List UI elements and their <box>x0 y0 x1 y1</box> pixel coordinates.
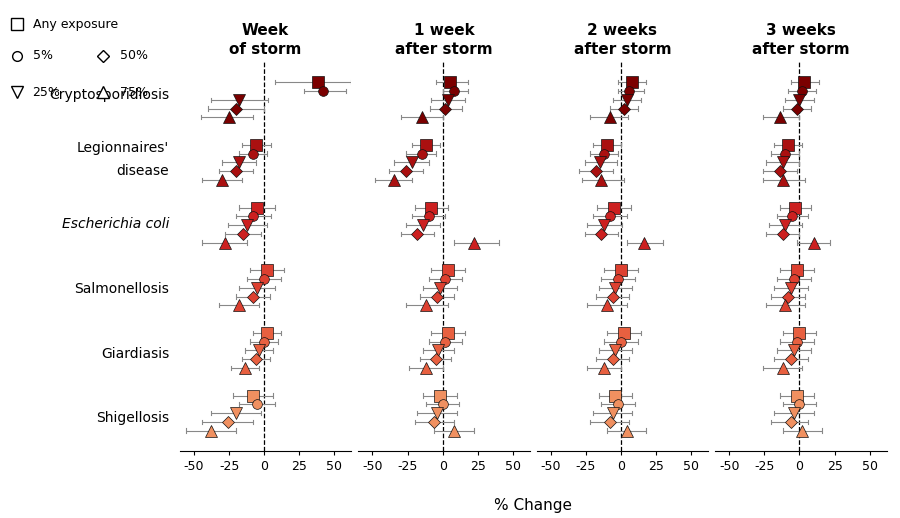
Title: 2 weeks
after storm: 2 weeks after storm <box>573 23 671 57</box>
Text: Escherichia coli: Escherichia coli <box>62 217 169 231</box>
Text: 25%: 25% <box>32 86 60 99</box>
Text: Legionnaires': Legionnaires' <box>76 141 169 155</box>
Text: Any exposure: Any exposure <box>32 18 118 31</box>
Text: Shigellosis: Shigellosis <box>96 411 169 425</box>
Text: Salmonellosis: Salmonellosis <box>75 282 169 296</box>
Text: % Change: % Change <box>494 498 572 513</box>
Text: 5%: 5% <box>32 49 52 63</box>
Title: 3 weeks
after storm: 3 weeks after storm <box>752 23 850 57</box>
Title: Week
of storm: Week of storm <box>230 23 302 57</box>
Title: 1 week
after storm: 1 week after storm <box>395 23 493 57</box>
Text: Cryptosporidiosis: Cryptosporidiosis <box>50 88 169 102</box>
Text: disease: disease <box>117 164 169 178</box>
Text: 50%: 50% <box>121 49 148 63</box>
Text: 75%: 75% <box>121 86 148 99</box>
Text: Giardiasis: Giardiasis <box>101 347 169 361</box>
